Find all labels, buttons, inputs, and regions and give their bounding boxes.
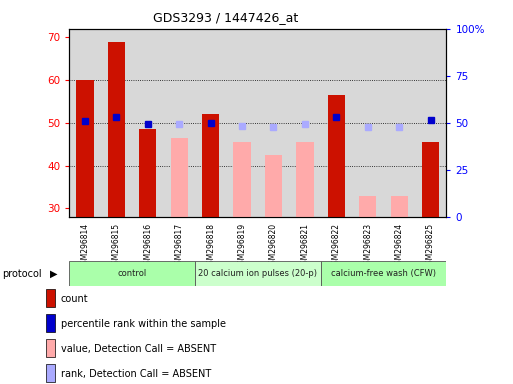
Bar: [171, 138, 188, 217]
Text: calcium-free wash (CFW): calcium-free wash (CFW): [331, 269, 436, 278]
Text: protocol: protocol: [3, 268, 42, 279]
Bar: [415, 29, 446, 217]
Bar: [76, 80, 93, 217]
Bar: [265, 155, 282, 217]
Text: 20 calcium ion pulses (20-p): 20 calcium ion pulses (20-p): [199, 269, 317, 278]
Text: GDS3293 / 1447426_at: GDS3293 / 1447426_at: [153, 12, 299, 25]
Text: ▶: ▶: [50, 268, 58, 279]
Bar: [69, 29, 101, 217]
Bar: [101, 29, 132, 217]
Bar: [195, 29, 226, 217]
Text: percentile rank within the sample: percentile rank within the sample: [61, 319, 226, 329]
Bar: [297, 142, 313, 217]
Bar: [69, 261, 195, 286]
Bar: [352, 29, 383, 217]
Text: value, Detection Call = ABSENT: value, Detection Call = ABSENT: [61, 344, 215, 354]
Bar: [390, 195, 408, 217]
Bar: [321, 29, 352, 217]
Bar: [328, 95, 345, 217]
Bar: [383, 29, 415, 217]
Bar: [289, 29, 321, 217]
Bar: [233, 142, 251, 217]
Bar: [226, 29, 258, 217]
Text: count: count: [61, 294, 88, 304]
Bar: [258, 29, 289, 217]
Bar: [422, 142, 439, 217]
Text: rank, Detection Call = ABSENT: rank, Detection Call = ABSENT: [61, 369, 211, 379]
Bar: [359, 195, 377, 217]
Bar: [108, 41, 125, 217]
Bar: [139, 129, 156, 217]
Bar: [195, 261, 321, 286]
Bar: [202, 114, 219, 217]
Text: control: control: [117, 269, 147, 278]
Bar: [132, 29, 164, 217]
Bar: [164, 29, 195, 217]
Bar: [321, 261, 446, 286]
